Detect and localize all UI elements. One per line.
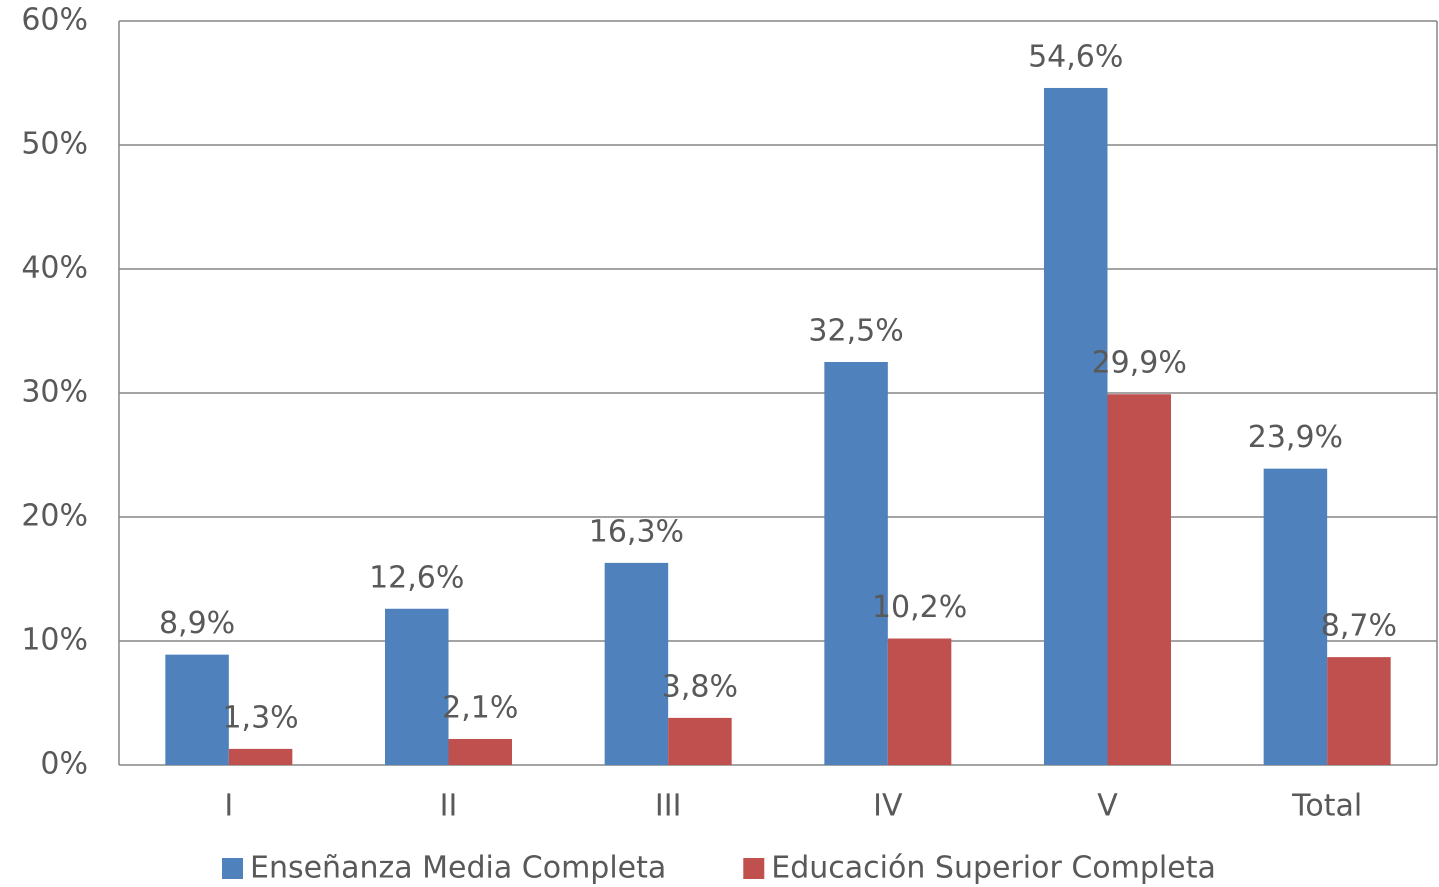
legend-swatch (222, 858, 243, 879)
x-tick-label: I (224, 789, 233, 824)
y-tick-label: 20% (21, 499, 88, 534)
bar (604, 562, 669, 765)
value-label: 2,1% (442, 690, 518, 725)
y-tick-label: 0% (40, 747, 88, 782)
value-label: 16,3% (589, 514, 684, 549)
bar (1263, 468, 1328, 765)
value-label: 12,6% (369, 560, 464, 595)
value-label: 29,9% (1092, 346, 1187, 381)
x-tick-label: Total (1291, 789, 1362, 824)
bar (165, 654, 229, 765)
bar (448, 738, 512, 765)
bar (887, 638, 952, 765)
value-label: 10,2% (872, 590, 967, 625)
bar (824, 362, 888, 765)
bar (1107, 394, 1171, 765)
value-label: 54,6% (1028, 39, 1123, 74)
bar (1044, 87, 1108, 765)
bar (228, 748, 293, 765)
x-tick-label: II (440, 789, 458, 824)
value-label: 8,9% (159, 606, 235, 641)
value-label: 32,5% (808, 314, 903, 349)
bar (385, 608, 449, 765)
legend-label: Enseñanza Media Completa (250, 851, 666, 886)
y-tick-label: 40% (21, 251, 88, 286)
value-label: 3,8% (662, 669, 738, 704)
y-tick-label: 60% (21, 3, 88, 38)
bar (668, 717, 732, 765)
legend-label: Educación Superior Completa (771, 851, 1216, 886)
value-label: 8,7% (1321, 609, 1397, 644)
x-tick-label: III (655, 789, 682, 824)
y-tick-label: 30% (21, 375, 88, 410)
value-label: 23,9% (1248, 420, 1343, 455)
x-tick-label: IV (873, 789, 903, 824)
x-tick-label: V (1097, 789, 1118, 824)
y-tick-label: 50% (21, 127, 88, 162)
y-tick-label: 10% (21, 623, 88, 658)
value-label: 1,3% (222, 700, 298, 735)
bar (1327, 657, 1391, 765)
legend-swatch (743, 858, 765, 879)
